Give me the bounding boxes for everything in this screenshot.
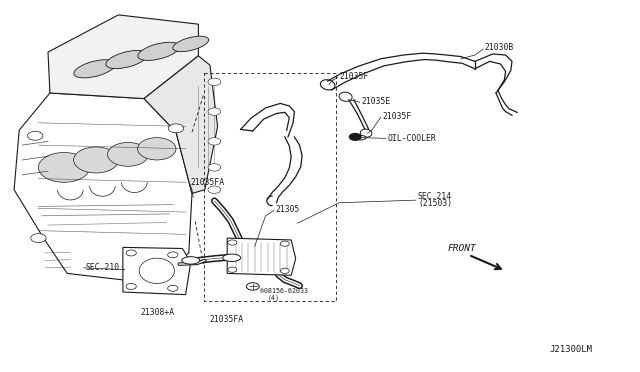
Circle shape (138, 138, 176, 160)
Polygon shape (144, 56, 218, 193)
Text: 21035FA: 21035FA (191, 178, 225, 187)
Ellipse shape (173, 36, 209, 52)
Polygon shape (227, 238, 296, 275)
Ellipse shape (360, 129, 372, 137)
Circle shape (168, 124, 184, 133)
Circle shape (126, 250, 136, 256)
Ellipse shape (355, 135, 366, 140)
Text: (4): (4) (268, 294, 280, 301)
Text: SEC.210: SEC.210 (85, 263, 119, 272)
Text: 21035FA: 21035FA (209, 315, 243, 324)
Circle shape (208, 186, 221, 193)
Circle shape (208, 138, 221, 145)
Circle shape (228, 240, 237, 245)
Circle shape (280, 241, 289, 246)
Circle shape (208, 78, 221, 86)
Text: 21035F: 21035F (339, 72, 369, 81)
Text: 21035F: 21035F (382, 112, 412, 121)
Circle shape (38, 153, 90, 182)
Ellipse shape (182, 257, 200, 264)
Circle shape (208, 164, 221, 171)
Circle shape (168, 252, 178, 258)
Circle shape (280, 268, 289, 273)
Circle shape (31, 234, 46, 243)
Text: 21305: 21305 (275, 205, 300, 214)
Text: FRONT: FRONT (448, 244, 477, 253)
Text: ®08156-62033: ®08156-62033 (260, 288, 308, 294)
Circle shape (208, 108, 221, 115)
Polygon shape (123, 247, 191, 295)
Ellipse shape (138, 42, 180, 60)
Ellipse shape (321, 80, 335, 90)
Circle shape (133, 276, 148, 285)
Ellipse shape (223, 254, 241, 262)
Text: J21300LM: J21300LM (549, 345, 592, 354)
Circle shape (108, 142, 148, 166)
Text: SEC.214: SEC.214 (417, 192, 451, 201)
Circle shape (246, 283, 259, 290)
Text: 21030B: 21030B (484, 43, 514, 52)
Circle shape (74, 147, 118, 173)
Circle shape (349, 134, 361, 140)
Circle shape (228, 267, 237, 272)
Ellipse shape (339, 92, 352, 101)
Circle shape (28, 131, 43, 140)
Text: 21308+A: 21308+A (141, 308, 175, 317)
Ellipse shape (106, 51, 148, 68)
Polygon shape (48, 15, 198, 99)
Text: 21035E: 21035E (362, 97, 391, 106)
Circle shape (168, 285, 178, 291)
Circle shape (126, 283, 136, 289)
Text: OIL-COOLER: OIL-COOLER (387, 134, 436, 143)
Text: (21503): (21503) (419, 199, 452, 208)
Polygon shape (14, 93, 192, 283)
Ellipse shape (74, 60, 116, 78)
